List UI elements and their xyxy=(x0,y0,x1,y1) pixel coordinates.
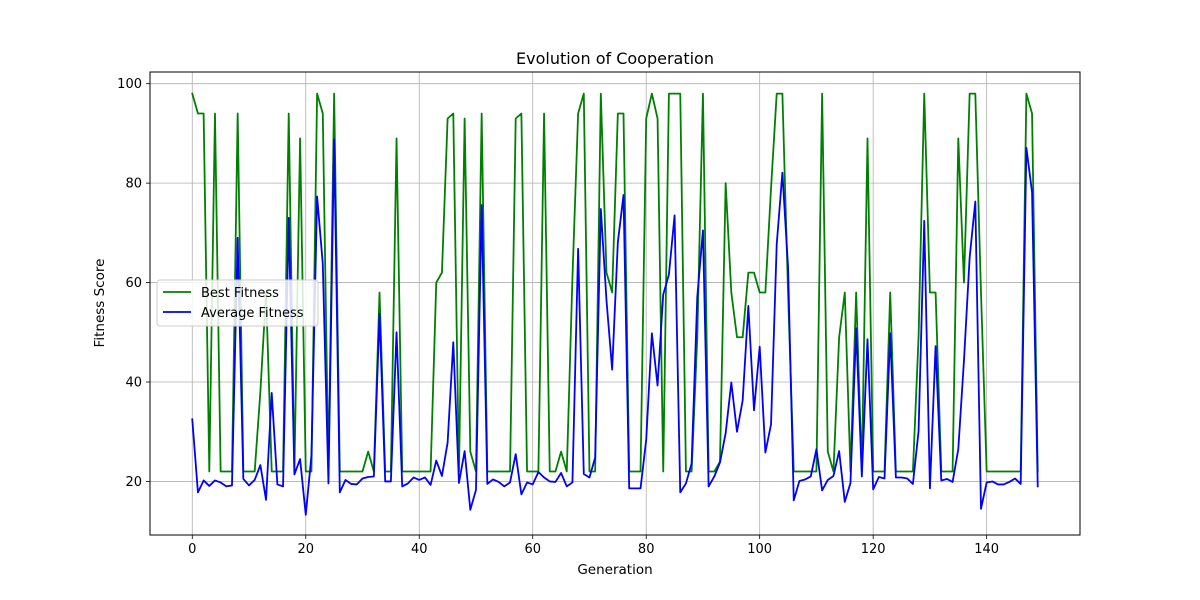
legend-label-average-fitness: Average Fitness xyxy=(201,306,304,321)
legend-label-best-fitness: Best Fitness xyxy=(201,286,279,301)
ticks: 0 20 40 60 80 100 120 140 20 40 60 80 100 xyxy=(117,77,999,557)
y-tick-label: 20 xyxy=(125,475,142,490)
legend: Best Fitness Average Fitness xyxy=(156,279,319,327)
x-tick-label: 0 xyxy=(188,542,196,557)
x-axis-label: Generation xyxy=(577,562,652,578)
series-line-average-fitness xyxy=(191,138,1039,516)
x-tick-label: 80 xyxy=(638,542,655,557)
plot-frame xyxy=(149,71,1081,536)
x-tick-label: 60 xyxy=(524,542,541,557)
y-tick-label: 100 xyxy=(117,77,142,92)
plot-lines xyxy=(191,92,1039,516)
x-tick-label: 40 xyxy=(411,542,428,557)
y-tick-label: 40 xyxy=(125,376,142,391)
legend-box xyxy=(156,279,319,327)
y-axis-label: Fitness Score xyxy=(92,259,108,348)
x-tick-label: 140 xyxy=(974,542,999,557)
x-tick-label: 120 xyxy=(861,542,886,557)
y-tick-label: 60 xyxy=(125,276,142,291)
x-tick-label: 100 xyxy=(747,542,772,557)
y-tick-label: 80 xyxy=(125,177,142,192)
x-tick-label: 20 xyxy=(297,542,314,557)
chart-title: Evolution of Cooperation xyxy=(516,49,714,68)
